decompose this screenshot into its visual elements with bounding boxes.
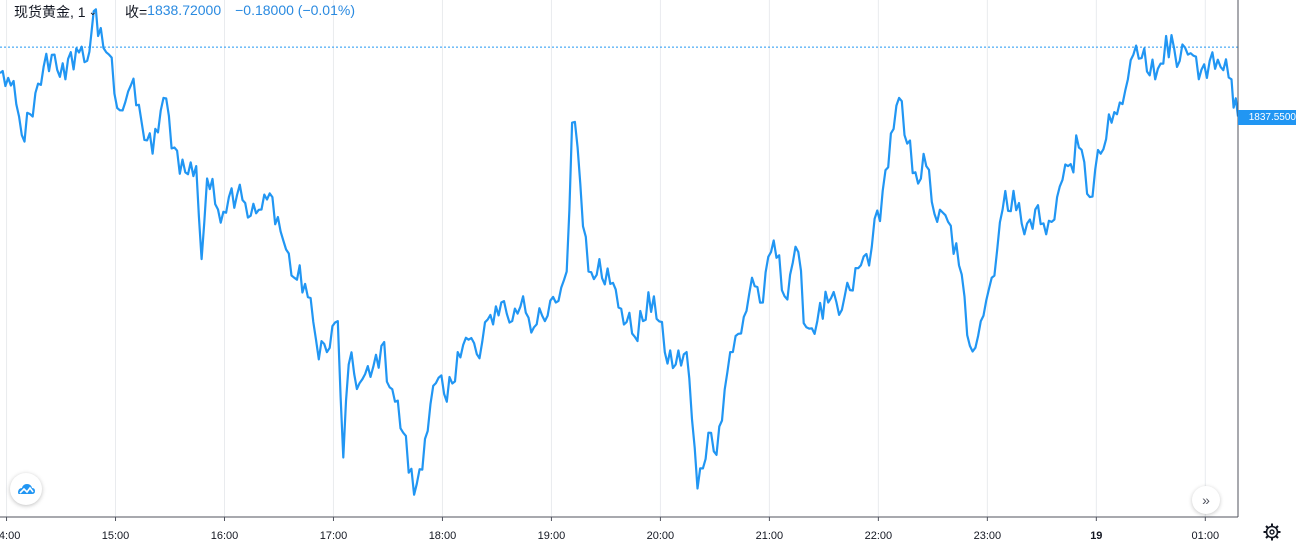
time-tick-label: 19 — [1090, 530, 1102, 542]
tradingview-cloud-icon — [18, 484, 35, 494]
time-tick-label: 20:00 — [647, 530, 675, 542]
time-tick-label: 17:00 — [320, 530, 348, 542]
time-tick-label: 01:00 — [1192, 530, 1220, 542]
gear-icon[interactable] — [1262, 522, 1282, 542]
time-tick-label: 23:00 — [974, 530, 1002, 542]
time-tick-label: 18:00 — [429, 530, 457, 542]
time-tick-label: 15:00 — [102, 530, 130, 542]
change-value: −0.18000 (−0.01%) — [235, 2, 355, 18]
time-tick-label: 22:00 — [865, 530, 893, 542]
time-tick-label: 21:00 — [756, 530, 784, 542]
scroll-to-realtime-button[interactable]: » — [1192, 486, 1220, 514]
symbol-selector[interactable]: 现货黄金, 1 ⌄ — [14, 2, 97, 22]
symbol-name: 现货黄金, 1 — [14, 4, 86, 20]
last-price-label: 1837.5500 — [1238, 109, 1296, 125]
time-axis: 14:00 15:00 16:00 17:00 18:00 19:00 20:00 21:00… — [0, 517, 1219, 542]
chevron-down-icon: ⌄ — [88, 6, 97, 18]
time-tick-label: 16:00 — [211, 530, 239, 542]
grid-lines — [6, 0, 1206, 517]
close-label: 收= — [124, 4, 148, 20]
double-chevron-right-icon: » — [1202, 492, 1210, 508]
tradingview-logo-button[interactable] — [10, 473, 42, 505]
close-value: 1838.72000 — [147, 2, 222, 18]
time-tick-label: 19:00 — [538, 530, 566, 542]
price-series-line — [0, 8, 1240, 496]
time-tick-label: 14:00 — [0, 530, 20, 542]
ohlc-values: 收= 1838.72000 −0.18000 (−0.01%) — [125, 2, 355, 22]
chart-legend: 现货黄金, 1 ⌄ 收= 1838.72000 −0.18000 (−0.01%… — [14, 2, 355, 22]
